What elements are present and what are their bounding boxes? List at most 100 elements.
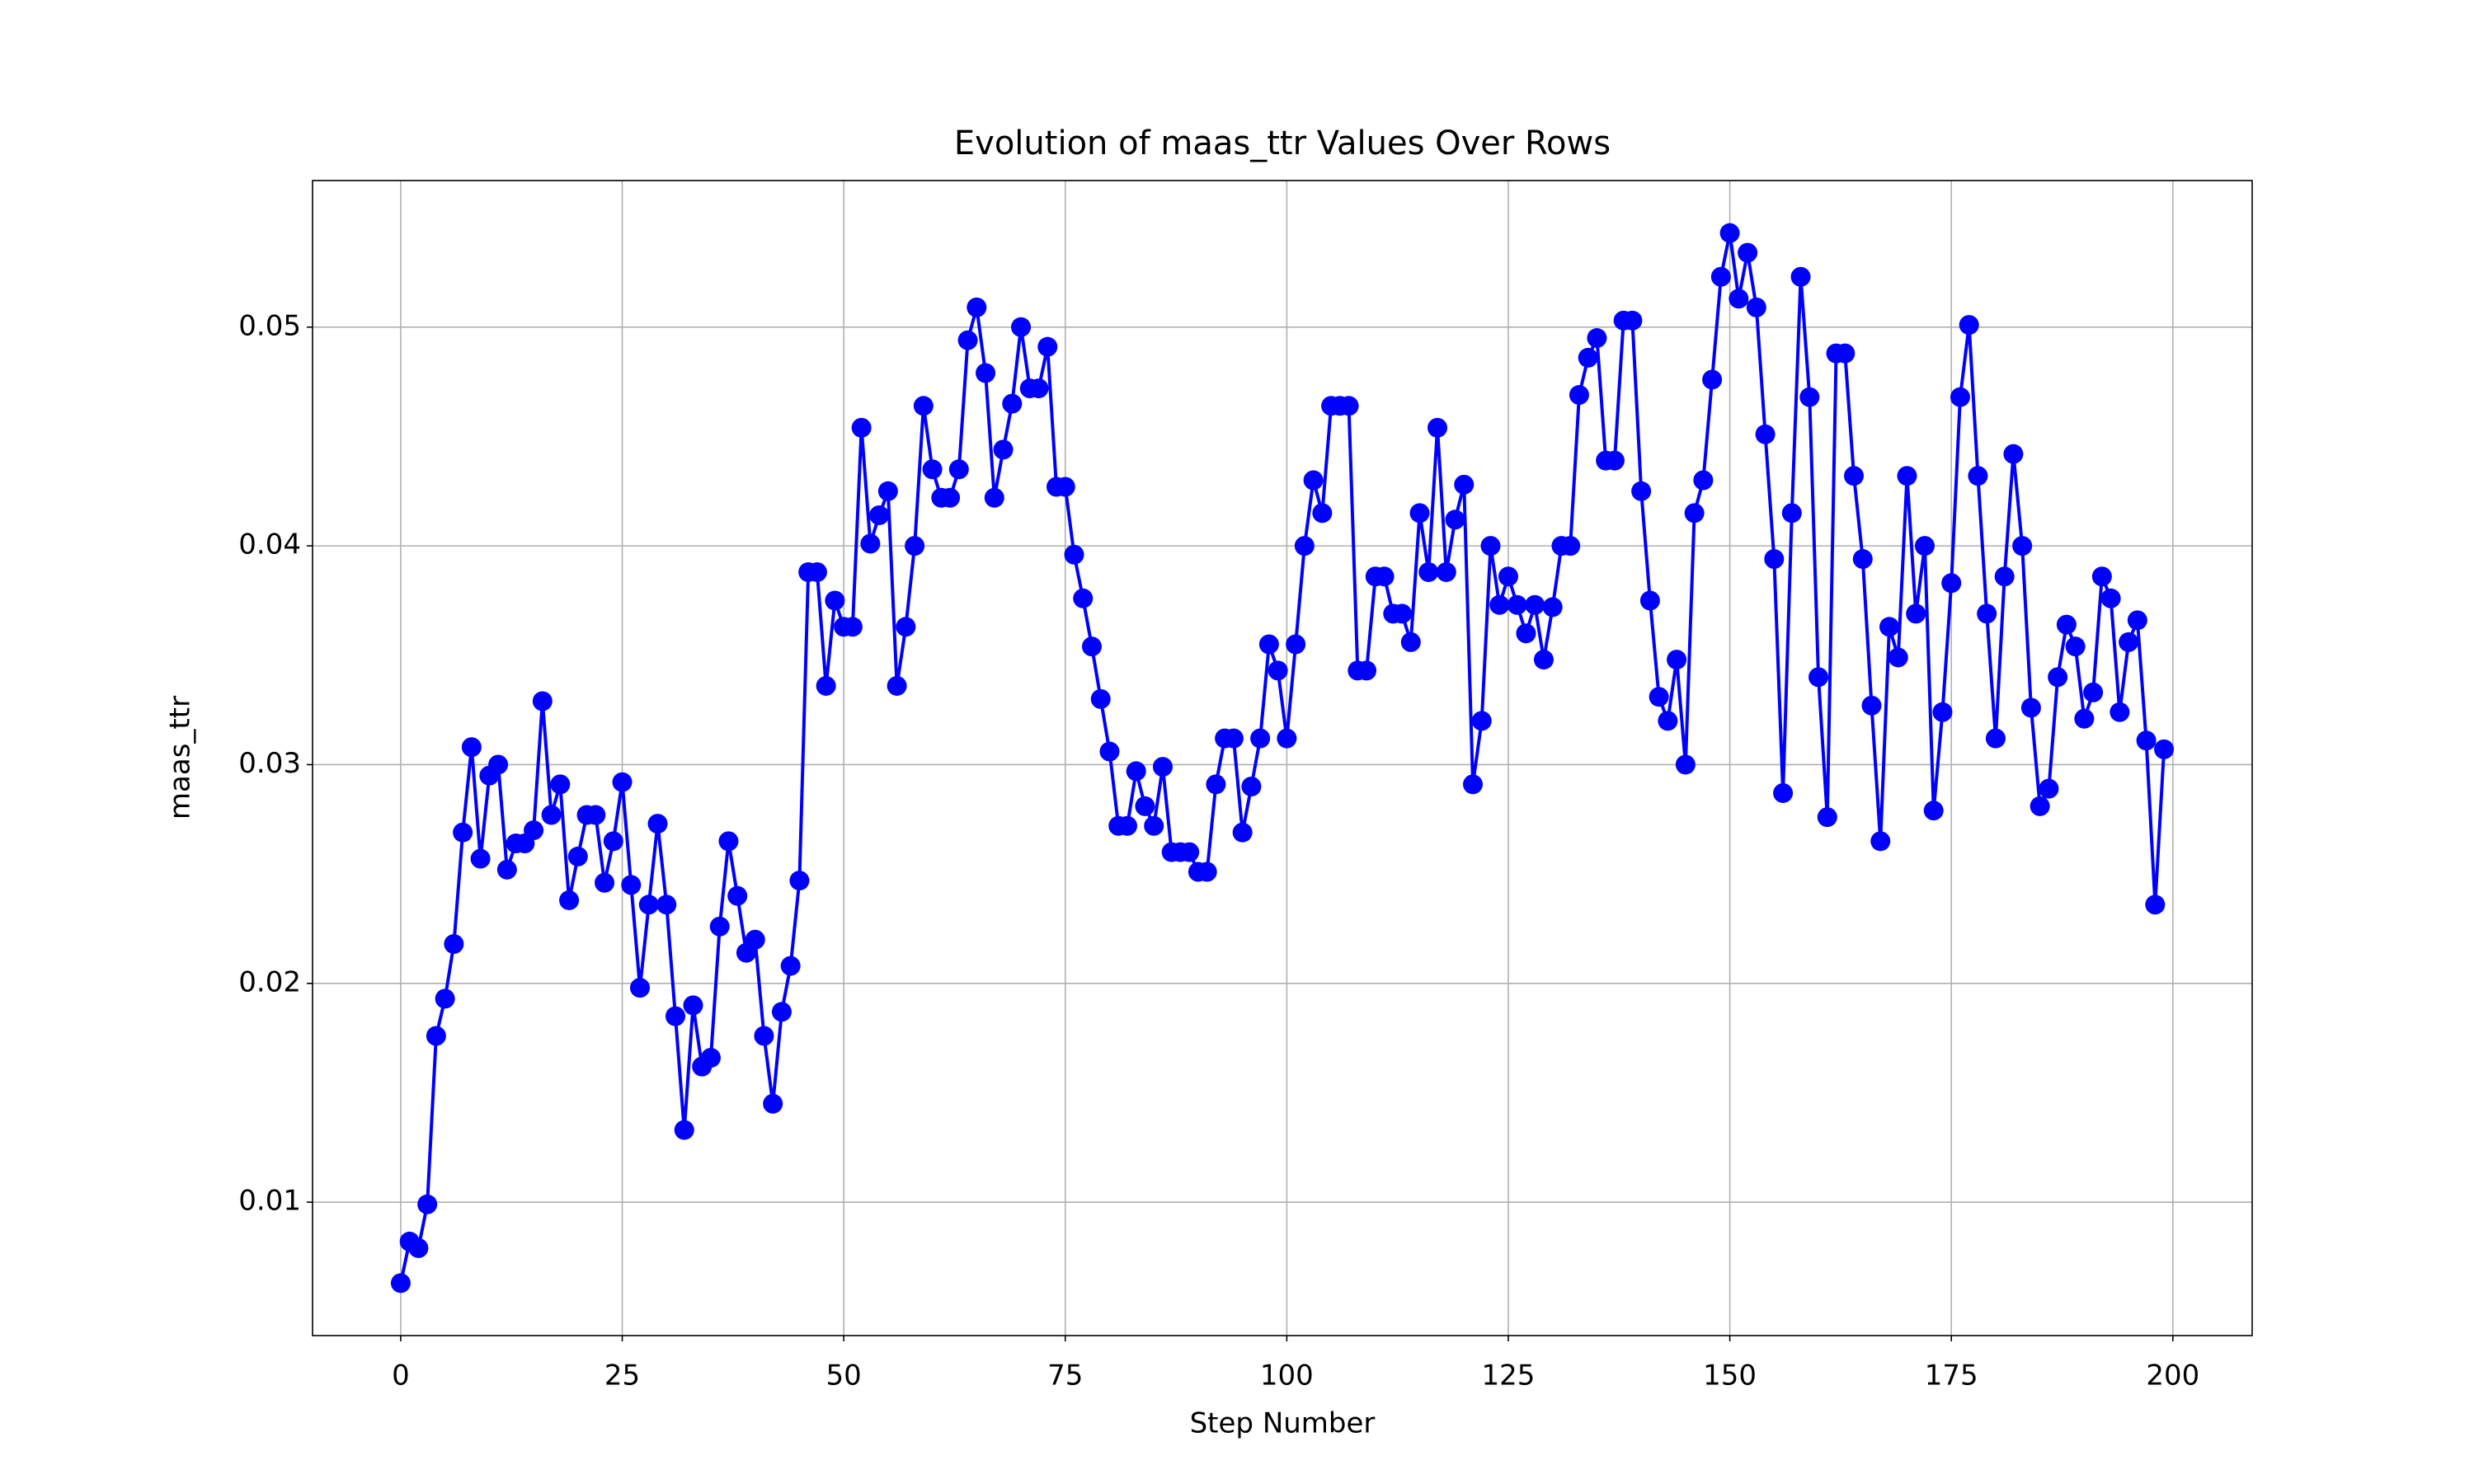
axes-frame <box>312 180 2253 1336</box>
marker <box>1250 728 1271 749</box>
marker <box>1923 801 1944 821</box>
marker <box>1729 289 1749 309</box>
marker <box>532 691 553 711</box>
marker <box>1471 711 1492 731</box>
marker <box>1781 503 1802 524</box>
marker <box>683 995 703 1016</box>
marker <box>426 1026 446 1046</box>
marker <box>1011 317 1032 337</box>
marker <box>851 417 872 438</box>
x-tick-label: 75 <box>1047 1360 1083 1392</box>
marker <box>1693 470 1714 491</box>
marker <box>524 820 544 841</box>
marker <box>967 297 987 317</box>
marker <box>496 859 517 880</box>
marker <box>586 805 606 825</box>
marker <box>453 822 473 843</box>
marker <box>745 929 765 950</box>
marker <box>567 846 588 866</box>
marker <box>1675 754 1696 775</box>
marker <box>1755 424 1776 444</box>
marker <box>1357 660 1377 681</box>
marker <box>1064 544 1084 565</box>
series-line <box>398 231 2166 1284</box>
marker <box>2056 614 2077 635</box>
marker <box>1090 688 1111 709</box>
marker <box>727 885 748 906</box>
marker <box>869 505 890 525</box>
marker <box>700 1048 721 1068</box>
marker <box>417 1194 438 1214</box>
marker <box>390 1273 411 1294</box>
marker <box>1950 387 1970 407</box>
marker <box>2136 730 2157 751</box>
marker <box>1258 634 1279 655</box>
marker <box>1879 617 1900 637</box>
marker <box>780 956 801 976</box>
marker <box>771 1002 792 1022</box>
marker <box>816 675 836 696</box>
marker <box>656 895 677 915</box>
x-tick-label: 200 <box>2146 1360 2199 1392</box>
marker <box>1055 477 1075 497</box>
marker <box>1985 728 2006 749</box>
marker <box>488 754 509 775</box>
plot-layer <box>390 223 2175 1294</box>
marker <box>1436 561 1456 582</box>
marker <box>984 487 1004 508</box>
marker <box>1888 647 1908 668</box>
x-tick-label: 100 <box>1260 1360 1314 1392</box>
marker <box>603 831 623 852</box>
marker <box>1126 761 1146 782</box>
marker <box>1144 815 1164 836</box>
x-tick-label: 150 <box>1703 1360 1757 1392</box>
x-axis-label: Step Number <box>1190 1407 1376 1440</box>
marker <box>1037 336 1058 357</box>
marker <box>905 536 925 556</box>
y-tick-label: 0.05 <box>238 309 301 342</box>
marker <box>940 487 961 508</box>
x-tick-label: 0 <box>392 1360 410 1392</box>
marker <box>1197 862 1217 882</box>
marker <box>1773 782 1794 803</box>
marker <box>1658 711 1678 731</box>
marker <box>550 774 571 795</box>
marker <box>763 1093 783 1114</box>
marker <box>1977 603 1997 624</box>
marker <box>2039 778 2059 799</box>
marker <box>877 481 898 501</box>
marker <box>922 459 943 480</box>
marker <box>1073 588 1094 608</box>
marker <box>1507 594 1527 615</box>
marker <box>1817 807 1837 828</box>
marker <box>1560 536 1581 556</box>
marker <box>887 675 907 696</box>
marker <box>1081 636 1102 657</box>
marker <box>1338 396 1359 416</box>
marker <box>1569 385 1589 406</box>
marker <box>1932 702 1953 722</box>
marker <box>789 871 810 891</box>
marker <box>1392 603 1413 624</box>
marker <box>709 916 730 937</box>
marker <box>1241 776 1262 796</box>
marker <box>1808 667 1829 688</box>
x-tick-label: 25 <box>604 1360 640 1392</box>
marker <box>674 1120 694 1140</box>
marker <box>1303 470 1324 491</box>
marker <box>1135 796 1155 816</box>
x-tick-label: 175 <box>1925 1360 1978 1392</box>
y-tick-label: 0.02 <box>238 965 301 998</box>
marker <box>842 617 863 637</box>
marker <box>665 1006 685 1026</box>
marker <box>2074 708 2095 729</box>
marker <box>2119 632 2139 652</box>
marker <box>1454 474 1475 495</box>
marker <box>1897 466 1917 486</box>
marker <box>541 805 562 825</box>
marker <box>2012 536 2033 556</box>
marker <box>1206 774 1226 795</box>
marker <box>1232 822 1253 843</box>
marker <box>1852 549 1873 570</box>
marker <box>1418 561 1439 582</box>
